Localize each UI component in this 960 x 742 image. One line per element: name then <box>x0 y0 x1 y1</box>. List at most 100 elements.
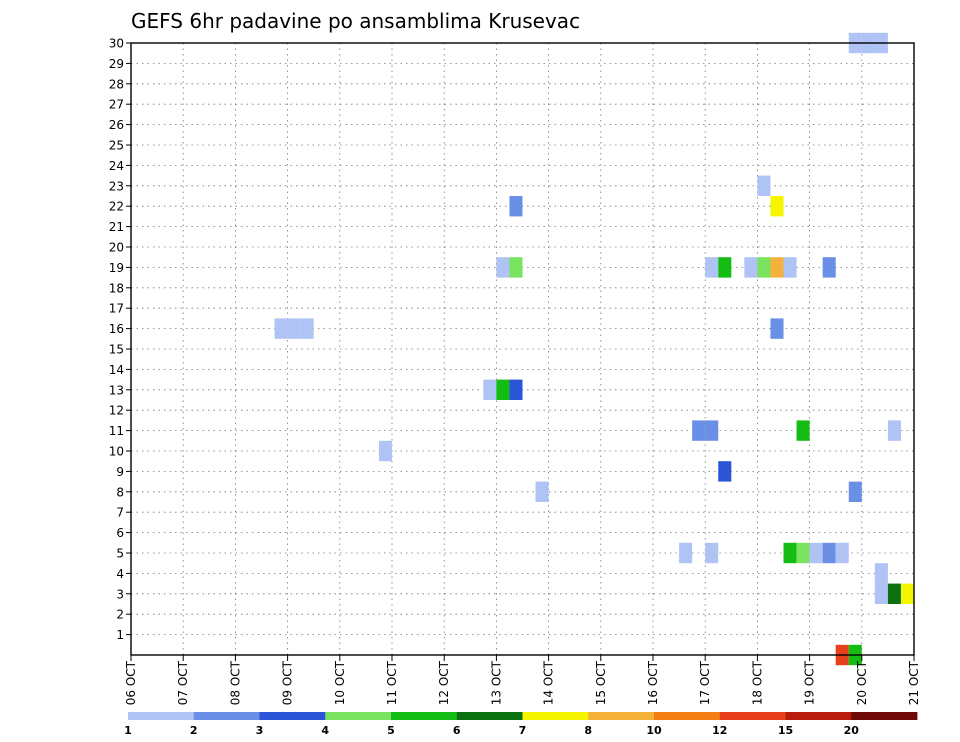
data-cell <box>679 542 693 564</box>
y-tick-label: 17 <box>109 302 124 316</box>
y-tick-label: 8 <box>116 485 124 499</box>
colorbar-segment <box>522 712 589 720</box>
y-tick-label: 11 <box>109 424 124 438</box>
data-cell <box>718 257 732 278</box>
data-cell <box>509 257 523 278</box>
y-tick-label: 30 <box>109 37 124 51</box>
data-cell <box>757 257 771 278</box>
data-cell <box>770 257 784 278</box>
y-tick-label: 22 <box>109 200 124 214</box>
x-tick-label: 11 OCT <box>385 660 399 705</box>
data-cell <box>535 481 549 502</box>
y-tick-label: 7 <box>116 506 124 520</box>
x-tick-label: 13 OCT <box>489 660 503 705</box>
y-tick-label: 29 <box>109 57 124 71</box>
colorbar-segment <box>325 712 392 720</box>
y-tick-label: 20 <box>109 241 124 255</box>
colorbar-label: 15 <box>778 724 793 737</box>
data-cell <box>887 420 901 441</box>
data-cell <box>300 318 314 339</box>
data-cell <box>483 379 497 400</box>
data-cell <box>835 542 849 564</box>
y-tick-label: 3 <box>116 587 124 601</box>
data-cell <box>874 563 888 584</box>
x-tick-label: 20 OCT <box>855 660 869 705</box>
data-cell <box>378 440 392 462</box>
y-tick-label: 15 <box>109 343 124 357</box>
data-cell <box>783 257 797 278</box>
y-tick-label: 16 <box>109 322 124 336</box>
y-tick-label: 4 <box>116 567 124 581</box>
y-tick-label: 6 <box>116 526 124 540</box>
y-tick-label: 5 <box>116 547 124 561</box>
colorbar-label: 4 <box>321 724 329 737</box>
colorbar-segment <box>128 712 195 720</box>
colorbar-label: 5 <box>387 724 395 737</box>
y-tick-label: 1 <box>116 628 124 642</box>
colorbar-label: 10 <box>646 724 662 737</box>
colorbar-label: 1 <box>124 724 132 737</box>
y-tick-label: 13 <box>109 383 124 397</box>
y-axis: 1234567891011121314151617181920212223242… <box>109 37 131 642</box>
x-tick-label: 09 OCT <box>281 660 295 705</box>
data-cell <box>509 379 523 400</box>
data-cell <box>496 379 510 400</box>
data-cell <box>900 583 914 604</box>
colorbar-label: 2 <box>190 724 198 737</box>
y-tick-label: 18 <box>109 281 124 295</box>
data-cell <box>287 318 301 339</box>
x-tick-label: 17 OCT <box>698 660 712 705</box>
data-cell <box>887 583 901 604</box>
colorbar-label: 3 <box>256 724 264 737</box>
data-cell <box>718 461 732 482</box>
x-tick-label: 19 OCT <box>803 660 817 705</box>
data-cell <box>509 196 523 217</box>
data-cell <box>874 583 888 604</box>
x-axis: 06 OCT 07 OCT 08 OCT 09 OCT 10 OCT 11 OCT 12 O… <box>124 655 921 705</box>
data-cell <box>705 257 719 278</box>
data-cell <box>705 420 719 441</box>
y-tick-label: 28 <box>109 77 124 91</box>
data-cell <box>822 257 836 278</box>
data-cell <box>274 318 288 339</box>
x-tick-label: 06 OCT <box>124 660 138 705</box>
data-cell <box>796 542 810 564</box>
colorbar-label: 8 <box>584 724 592 737</box>
colorbar-label: 20 <box>844 724 860 737</box>
x-tick-label: 16 OCT <box>646 660 660 705</box>
y-tick-label: 27 <box>109 98 124 112</box>
data-cell <box>692 420 706 441</box>
x-tick-label: 21 OCT <box>907 660 921 705</box>
x-tick-label: 14 OCT <box>542 660 556 705</box>
colorbar-segment <box>456 712 523 720</box>
y-tick-label: 21 <box>109 220 124 234</box>
data-cell <box>783 542 797 564</box>
colorbar-segment <box>259 712 326 720</box>
y-tick-label: 12 <box>109 404 124 418</box>
colorbar-segment <box>654 712 721 720</box>
data-cell <box>496 257 510 278</box>
y-tick-label: 2 <box>116 608 124 622</box>
x-tick-label: 08 OCT <box>228 660 242 705</box>
x-tick-label: 12 OCT <box>437 660 451 705</box>
colorbar-segment <box>719 712 786 720</box>
colorbar-legend: 1 2 3 4 5 6 7 8 10 12 15 20 <box>124 712 918 737</box>
x-tick-label: 18 OCT <box>750 660 764 705</box>
y-tick-label: 24 <box>109 159 124 173</box>
data-cell <box>744 257 758 278</box>
x-tick-label: 10 OCT <box>333 660 347 705</box>
colorbar-label: 6 <box>453 724 461 737</box>
colorbar-label: 7 <box>519 724 527 737</box>
data-cell <box>770 196 784 217</box>
colorbar-segment <box>851 712 918 720</box>
data-cell <box>848 481 862 502</box>
data-cell <box>822 542 836 564</box>
data-cell <box>705 542 719 564</box>
colorbar-segment <box>193 712 260 720</box>
colorbar-segment <box>785 712 852 720</box>
y-tick-label: 9 <box>116 465 124 479</box>
colorbar-label: 12 <box>712 724 727 737</box>
x-tick-label: 07 OCT <box>176 660 190 705</box>
x-tick-label: 15 OCT <box>594 660 608 705</box>
